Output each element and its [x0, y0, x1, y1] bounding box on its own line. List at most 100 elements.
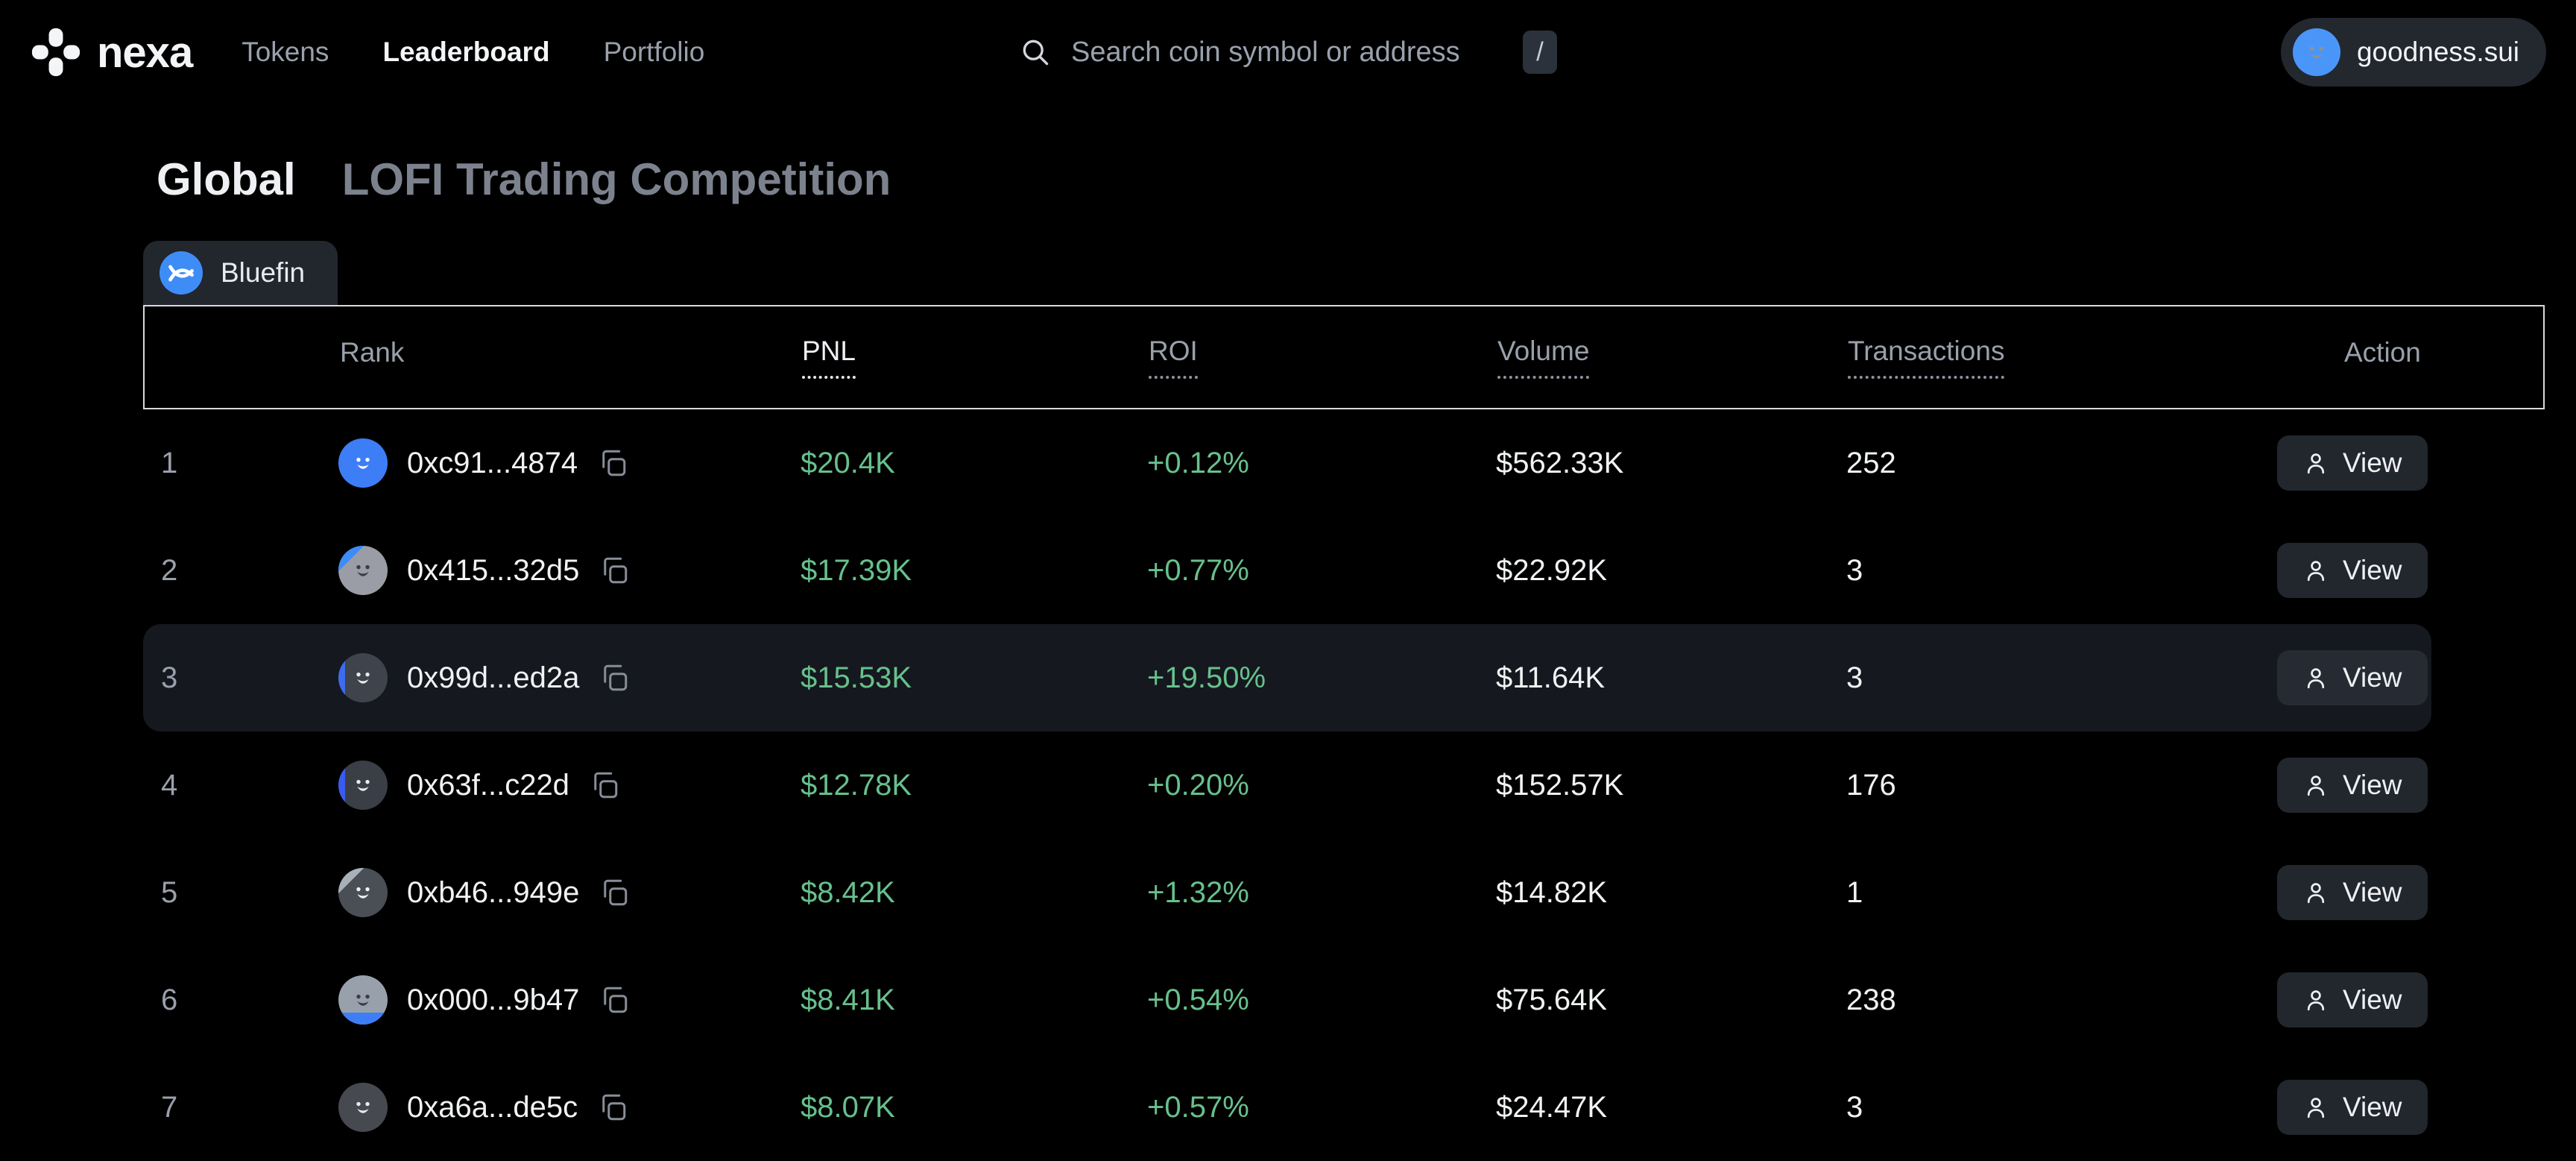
view-button[interactable]: View	[2277, 435, 2428, 491]
view-button[interactable]: View	[2277, 758, 2428, 813]
volume-value: $14.82K	[1496, 875, 1608, 909]
transactions-value: 3	[1846, 553, 1863, 587]
transactions-value: 252	[1846, 446, 1896, 479]
table-row[interactable]: 1 0xc91...4874	[143, 409, 2545, 517]
user-avatar	[2292, 28, 2340, 76]
view-button-label: View	[2343, 662, 2402, 693]
copy-address-button[interactable]	[597, 1092, 628, 1123]
pnl-value: $20.4K	[801, 446, 895, 479]
rank-value: 6	[161, 983, 178, 1016]
bluefin-tab-label: Bluefin	[221, 257, 306, 288]
column-header-transactions[interactable]: Transactions	[1848, 336, 2140, 379]
view-button[interactable]: View	[2277, 543, 2428, 598]
rank-value: 7	[161, 1090, 178, 1124]
pnl-value: $8.41K	[801, 983, 895, 1016]
transactions-value: 176	[1846, 768, 1896, 802]
view-button-label: View	[2343, 984, 2402, 1015]
roi-value: +0.20%	[1147, 768, 1249, 802]
copy-address-button[interactable]	[599, 555, 630, 586]
search-input[interactable]	[1071, 36, 1503, 69]
table-header-row: Rank PNL ROI Volume Transactions Action	[143, 305, 2545, 409]
column-header-roi[interactable]: ROI	[1149, 336, 1497, 379]
trader-address: 0x415...32d5	[407, 553, 580, 587]
column-header-volume[interactable]: Volume	[1497, 336, 1848, 379]
transactions-value: 3	[1846, 1090, 1863, 1124]
volume-value: $562.33K	[1496, 446, 1624, 479]
username: goodness.sui	[2356, 37, 2519, 67]
view-button-label: View	[2343, 555, 2402, 585]
table-row[interactable]: 7 0xa6a...de5c	[143, 1054, 2545, 1161]
table-row[interactable]: 2 0x415...32d5	[143, 517, 2545, 624]
roi-value: +19.50%	[1147, 661, 1266, 694]
table-row[interactable]: 3 0x99d...ed2a	[143, 624, 2545, 731]
trader-cell: 7 0xa6a...de5c	[143, 1083, 801, 1132]
copy-address-button[interactable]	[599, 877, 630, 908]
tab-global[interactable]: Global	[157, 154, 296, 204]
action-cell: View	[2138, 543, 2545, 598]
table-row[interactable]: 6 0x000...9b47	[143, 946, 2545, 1054]
transactions-value: 3	[1846, 661, 1863, 694]
copy-address-button[interactable]	[589, 770, 620, 801]
nav-link-portfolio[interactable]: Portfolio	[603, 37, 705, 67]
view-button[interactable]: View	[2277, 972, 2428, 1028]
tab-bluefin[interactable]: Bluefin	[143, 241, 338, 305]
action-cell: View	[2138, 972, 2545, 1028]
rank-value: 1	[161, 446, 178, 479]
trader-cell: 3 0x99d...ed2a	[143, 653, 801, 702]
roi-value: +0.57%	[1147, 1090, 1249, 1124]
pnl-value: $8.07K	[801, 1090, 895, 1124]
trader-cell: 4 0x63f...c22d	[143, 761, 801, 810]
trader-address: 0x63f...c22d	[407, 768, 569, 802]
rank-value: 3	[161, 661, 178, 694]
view-button-label: View	[2343, 770, 2402, 800]
trader-address: 0x000...9b47	[407, 983, 580, 1016]
search-shortcut-badge: /	[1523, 31, 1557, 74]
column-header-rank: Rank	[340, 337, 405, 368]
view-button[interactable]: View	[2277, 1080, 2428, 1135]
action-cell: View	[2138, 435, 2545, 491]
volume-value: $22.92K	[1496, 553, 1608, 587]
trader-address: 0x99d...ed2a	[407, 661, 580, 694]
nav-link-tokens[interactable]: Tokens	[242, 37, 329, 67]
brand-logo[interactable]: nexa	[30, 26, 193, 78]
leaderboard-page: Global LOFI Trading Competition Bluefin …	[0, 104, 2576, 1161]
view-button[interactable]: View	[2277, 865, 2428, 920]
pnl-value: $15.53K	[801, 661, 912, 694]
trader-avatar	[338, 868, 388, 917]
search-icon	[1019, 36, 1052, 69]
view-button-label: View	[2343, 877, 2402, 907]
copy-address-button[interactable]	[599, 984, 630, 1016]
view-button[interactable]: View	[2277, 650, 2428, 705]
trader-avatar	[338, 653, 388, 702]
trader-avatar	[338, 1083, 388, 1132]
trader-avatar	[338, 438, 388, 488]
brand-name: nexa	[97, 28, 193, 77]
copy-address-button[interactable]	[597, 447, 628, 479]
rank-value: 4	[161, 768, 178, 802]
column-header-pnl[interactable]: PNL	[802, 336, 1149, 379]
trader-cell: 5 0xb46...949e	[143, 868, 801, 917]
top-nav: nexa Tokens Leaderboard Portfolio / good…	[0, 0, 2576, 104]
action-cell: View	[2138, 1080, 2545, 1135]
user-menu-button[interactable]: goodness.sui	[2280, 18, 2546, 86]
tab-lofi-competition[interactable]: LOFI Trading Competition	[341, 154, 891, 204]
search-bar: /	[1019, 31, 1557, 74]
volume-value: $24.47K	[1496, 1090, 1608, 1124]
volume-value: $152.57K	[1496, 768, 1624, 802]
copy-address-button[interactable]	[599, 662, 630, 693]
view-button-label: View	[2343, 1092, 2402, 1122]
rank-value: 5	[161, 875, 178, 909]
trader-address: 0xa6a...de5c	[407, 1090, 578, 1124]
trader-avatar	[338, 975, 388, 1025]
pnl-value: $8.42K	[801, 875, 895, 909]
nav-link-leaderboard[interactable]: Leaderboard	[382, 37, 550, 67]
pnl-value: $17.39K	[801, 553, 912, 587]
action-cell: View	[2138, 650, 2545, 705]
trader-cell: 1 0xc91...4874	[143, 438, 801, 488]
trader-avatar	[338, 546, 388, 595]
table-row[interactable]: 5 0xb46...949e	[143, 839, 2545, 946]
rank-value: 2	[161, 553, 178, 587]
trader-cell: 2 0x415...32d5	[143, 546, 801, 595]
trader-cell: 6 0x000...9b47	[143, 975, 801, 1025]
table-row[interactable]: 4 0x63f...c22d	[143, 731, 2545, 839]
